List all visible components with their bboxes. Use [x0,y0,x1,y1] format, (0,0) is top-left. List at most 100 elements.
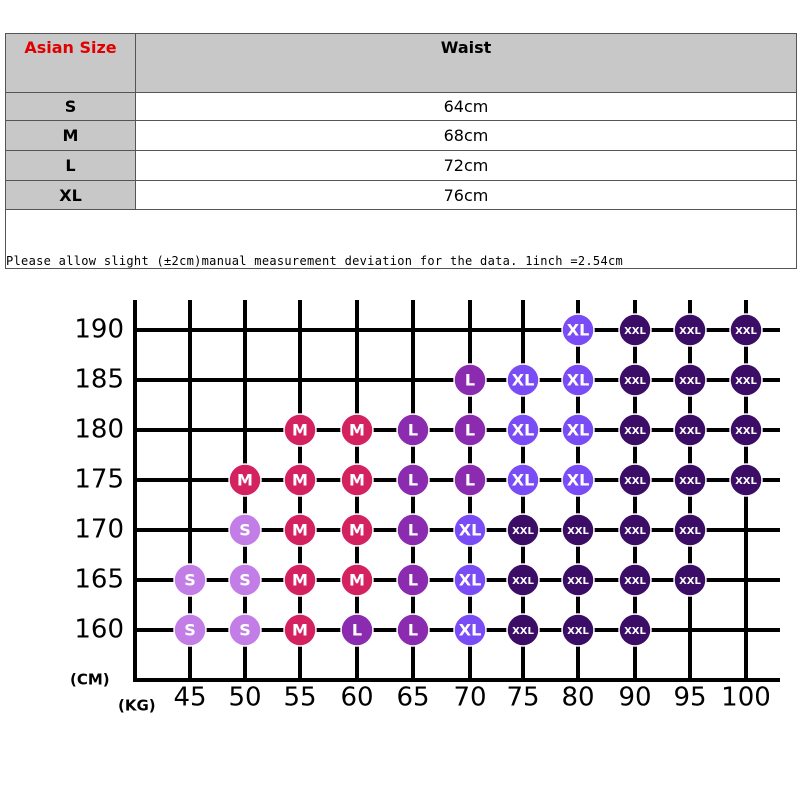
height-label: 185 [74,365,124,395]
size-badge [673,363,707,397]
size-badge [283,413,317,447]
size-label: XXL [679,426,701,437]
size-badge [618,413,652,447]
size-label: XL [512,371,535,390]
size-label: XXL [735,476,757,487]
height-label: 190 [74,315,124,345]
size-badge [561,613,595,647]
size-label: XL [567,371,590,390]
size-label: XL [567,321,590,340]
size-label: M [292,421,308,440]
size-label: L [465,421,475,440]
size-label: XXL [624,426,646,437]
size-cell: M [5,120,136,151]
size-badge [173,613,207,647]
size-label: XL [512,471,535,490]
size-badge [396,613,430,647]
size-label: M [292,521,308,540]
weight-label: 100 [721,683,771,713]
size-badge [283,563,317,597]
size-label: M [292,471,308,490]
size-label: XXL [512,526,534,537]
size-badge [340,463,374,497]
size-label: XXL [679,376,701,387]
size-badge [561,563,595,597]
size-label: M [349,571,365,590]
size-label: M [349,421,365,440]
size-badge [228,613,262,647]
size-badge [618,613,652,647]
size-label: XXL [624,326,646,337]
size-badge [283,513,317,547]
size-label: XXL [624,526,646,537]
size-badge [283,613,317,647]
size-badge [618,363,652,397]
weight-label: 55 [283,683,316,713]
size-label: S [239,571,251,590]
size-label: S [239,521,251,540]
size-label: XL [567,421,590,440]
size-label: XXL [735,376,757,387]
size-badge [228,463,262,497]
weight-label: 45 [173,683,206,713]
size-badge [396,563,430,597]
size-label: M [292,621,308,640]
size-badge [340,513,374,547]
size-badge [673,513,707,547]
size-label: M [292,571,308,590]
size-badge [561,363,595,397]
header-cell: Waist [135,33,797,93]
size-label: XXL [624,576,646,587]
size-label: XXL [512,626,534,637]
size-badge [340,563,374,597]
size-badge [453,613,487,647]
size-label: L [408,571,418,590]
size-badge [396,463,430,497]
size-label: M [349,471,365,490]
size-badge [506,463,540,497]
size-badge [618,563,652,597]
size-badge [729,413,763,447]
size-label: XXL [679,476,701,487]
size-badge [396,513,430,547]
size-cell: L [5,150,136,181]
height-label: 170 [74,515,124,545]
waist-cell: 72cm [135,150,797,181]
size-label: S [184,571,196,590]
height-label: 180 [74,415,124,445]
size-label: XXL [567,626,589,637]
size-label: XXL [624,476,646,487]
size-badge [283,463,317,497]
size-badge [729,363,763,397]
waist-cell: 68cm [135,120,797,151]
size-badge [561,513,595,547]
header-cell: Asian Size [5,33,136,93]
height-label: 165 [74,565,124,595]
size-badge [561,463,595,497]
size-label: L [465,371,475,390]
size-badge [396,413,430,447]
size-label: XXL [679,526,701,537]
size-label: L [408,421,418,440]
size-grid: 45 50 55 60 65 70 75 80 90 95 100 190 185 180 175 170 16… [70,300,780,715]
size-badge [453,363,487,397]
size-badge [673,413,707,447]
size-badge [506,413,540,447]
weight-label: 75 [506,683,539,713]
size-badge [453,463,487,497]
size-badge [453,513,487,547]
size-label: XL [567,471,590,490]
size-label: XXL [679,576,701,587]
size-badge [453,563,487,597]
size-label: XL [512,421,535,440]
size-badge [673,463,707,497]
size-label: XL [459,621,482,640]
size-label: L [408,521,418,540]
weight-label: 50 [228,683,261,713]
size-label: L [465,471,475,490]
size-badge [340,413,374,447]
x-unit: (KG) [118,697,156,715]
size-label: S [239,621,251,640]
size-label: L [408,471,418,490]
waist-cell: 64cm [135,92,797,121]
